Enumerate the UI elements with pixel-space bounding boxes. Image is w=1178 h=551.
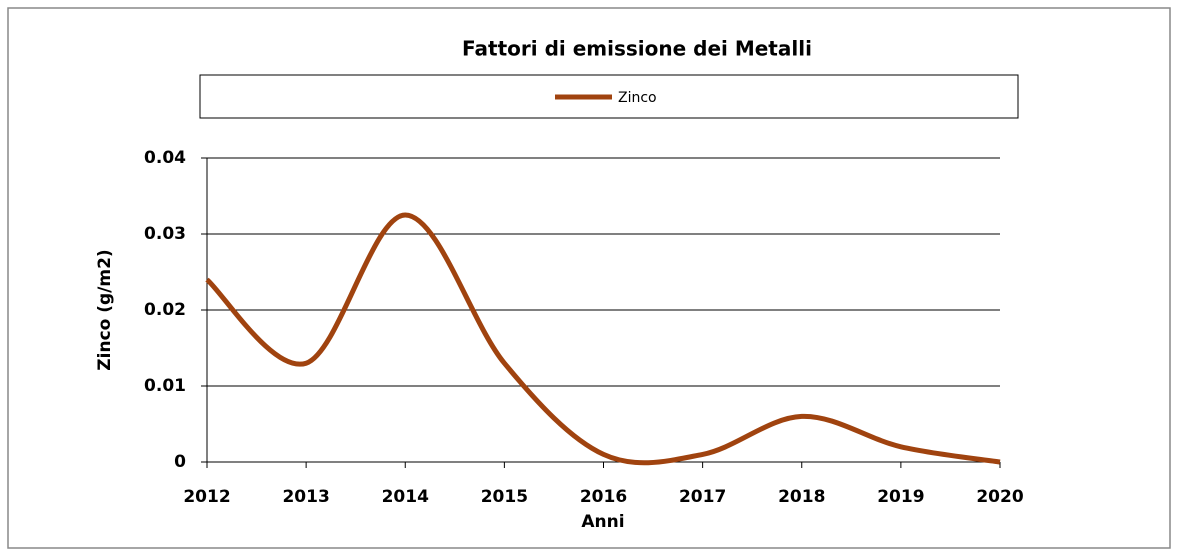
legend-label: Zinco [618, 90, 657, 106]
x-tick-label: 2020 [976, 487, 1023, 507]
y-tick-label: 0 [174, 452, 186, 472]
x-axis-label: Anni [581, 512, 624, 532]
y-tick-label: 0.03 [144, 224, 186, 244]
x-tick-label: 2016 [580, 487, 627, 507]
chart-title: Fattori di emissione dei Metalli [462, 37, 812, 61]
x-tick-label: 2018 [778, 487, 825, 507]
x-tick-label: 2019 [877, 487, 924, 507]
x-tick-label: 2013 [282, 487, 329, 507]
x-tick-label: 2015 [481, 487, 528, 507]
y-tick-label: 0.02 [144, 300, 186, 320]
y-tick-label: 0.01 [144, 376, 186, 396]
y-axis-label: Zinco (g/m2) [95, 249, 115, 370]
x-tick-label: 2017 [679, 487, 726, 507]
x-tick-label: 2014 [382, 487, 429, 507]
data-line [205, 212, 1001, 466]
y-tick-label: 0.04 [144, 148, 186, 168]
x-tick-label: 2012 [183, 487, 230, 507]
